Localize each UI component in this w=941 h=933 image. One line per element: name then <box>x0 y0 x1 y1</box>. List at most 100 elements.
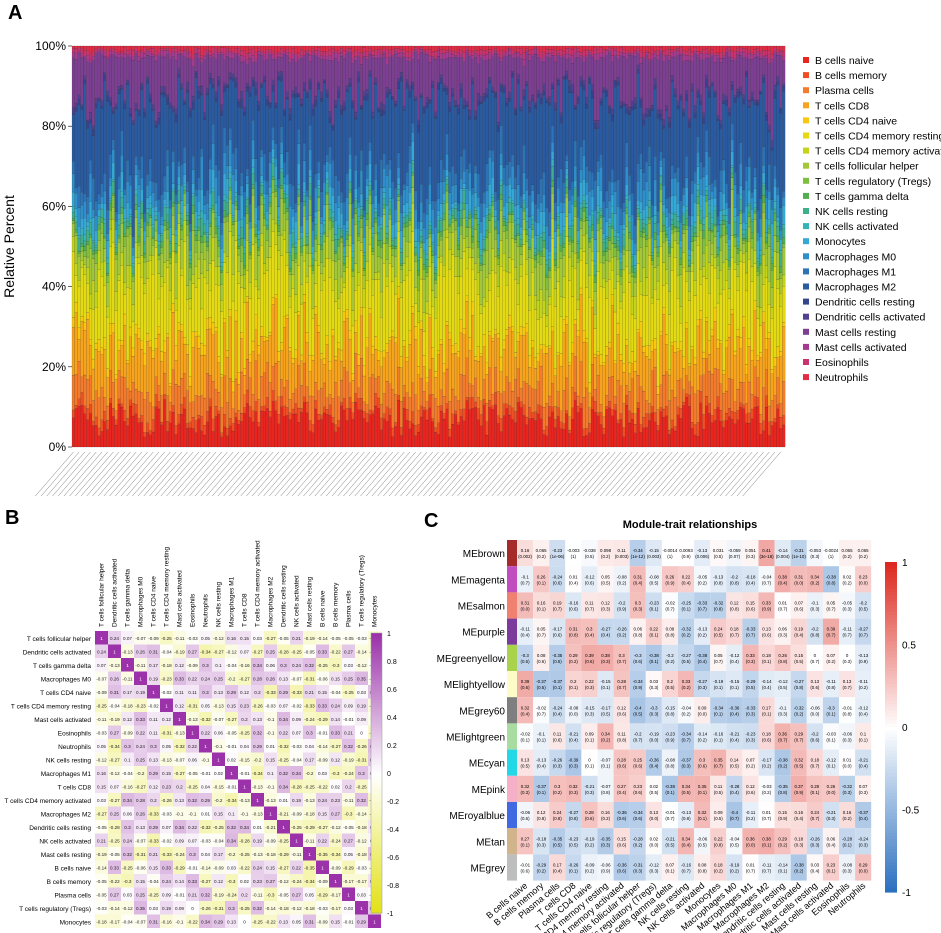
bar-segment <box>322 80 327 84</box>
bar-segment <box>628 422 632 448</box>
bar-segment <box>214 284 218 328</box>
bar-segment <box>442 213 446 221</box>
bar-segment <box>502 206 506 217</box>
bar-segment <box>288 58 292 63</box>
bar-segment <box>86 408 90 420</box>
bar-segment <box>402 189 406 205</box>
bar-segment <box>345 85 349 89</box>
bar-segment <box>220 47 224 53</box>
bar-segment <box>217 266 221 286</box>
bar-segment <box>556 215 560 226</box>
bar-segment <box>231 423 235 432</box>
bar-segment <box>371 237 375 249</box>
bar-segment <box>151 245 155 256</box>
bar-segment <box>636 213 640 217</box>
bar-segment <box>394 100 398 105</box>
bar-segment <box>545 326 549 347</box>
bar-segment <box>639 62 643 99</box>
bar-segment <box>568 429 572 434</box>
bar-segment <box>211 87 215 125</box>
bar-segment <box>80 267 84 317</box>
bar-segment <box>528 367 532 386</box>
bar-segment <box>248 96 252 205</box>
bar-segment <box>662 204 666 213</box>
bar-segment <box>191 59 195 67</box>
bar-segment <box>328 229 332 259</box>
bar-segment <box>325 236 329 259</box>
bar-segment <box>622 363 626 373</box>
bar-segment <box>120 265 124 341</box>
bar-segment <box>234 412 238 418</box>
bar-segment <box>285 49 289 53</box>
bar-segment <box>605 190 609 208</box>
bar-segment <box>696 54 700 58</box>
bar-segment <box>442 276 446 364</box>
bar-segment <box>608 347 612 378</box>
bar-segment <box>619 308 623 355</box>
bar-segment <box>342 202 346 225</box>
bar-segment <box>456 109 461 115</box>
bar-segment <box>579 181 583 204</box>
bar-segment <box>103 223 107 237</box>
bar-segment <box>265 362 269 398</box>
bar-segment <box>417 270 421 276</box>
bar-segment <box>622 436 626 448</box>
bar-segment <box>485 50 489 55</box>
bar-segment <box>593 389 597 402</box>
bar-segment <box>531 49 535 55</box>
bar-segment <box>693 424 697 435</box>
bar-segment <box>74 374 78 406</box>
bar-segment <box>511 331 515 392</box>
bar-segment <box>482 216 486 238</box>
bar-segment <box>94 247 98 251</box>
bar-segment <box>111 382 115 409</box>
bar-segment <box>499 199 503 211</box>
bar-segment <box>131 382 135 404</box>
bar-segment <box>448 428 452 437</box>
bar-segment <box>388 159 392 170</box>
bar-segment <box>408 270 412 331</box>
bar-segment <box>128 174 133 186</box>
bar-segment <box>188 376 192 387</box>
bar-segment <box>648 206 652 218</box>
bar-segment <box>374 233 378 273</box>
bar-segment <box>191 196 195 206</box>
bar-segment <box>568 200 572 213</box>
bar-segment <box>513 177 518 189</box>
bar-segment <box>308 78 312 82</box>
bar-segment <box>411 81 415 85</box>
bar-segment <box>174 434 178 448</box>
bar-segment <box>308 176 312 184</box>
bar-segment <box>525 323 529 333</box>
bar-segment <box>308 355 312 372</box>
bar-segment <box>582 330 586 343</box>
bar-segment <box>511 407 515 420</box>
bar-segment <box>508 184 512 198</box>
bar-segment <box>282 115 287 163</box>
bar-segment <box>254 95 258 159</box>
bar-segment <box>263 193 267 199</box>
bar-segment <box>128 49 133 54</box>
bar-segment <box>670 79 674 82</box>
bar-segment <box>516 184 520 205</box>
bar-segment <box>211 124 215 144</box>
bar-segment <box>596 375 600 413</box>
bar-segment <box>431 84 435 88</box>
bar-segment <box>177 330 181 387</box>
bar-segment <box>308 169 312 177</box>
bar-segment <box>716 339 720 349</box>
bar-segment <box>422 113 426 213</box>
bar-segment <box>491 216 495 249</box>
bar-segment <box>397 45 401 49</box>
bar-segment <box>434 57 438 60</box>
bar-segment <box>431 244 435 252</box>
bar-segment <box>131 59 135 121</box>
bar-segment <box>288 62 292 109</box>
bar-segment <box>625 184 629 196</box>
bar-segment <box>188 402 192 422</box>
bar-segment <box>245 223 249 241</box>
bar-segment <box>157 124 161 200</box>
bar-segment <box>619 275 623 285</box>
bar-segment <box>320 236 324 246</box>
bar-segment <box>345 45 349 49</box>
